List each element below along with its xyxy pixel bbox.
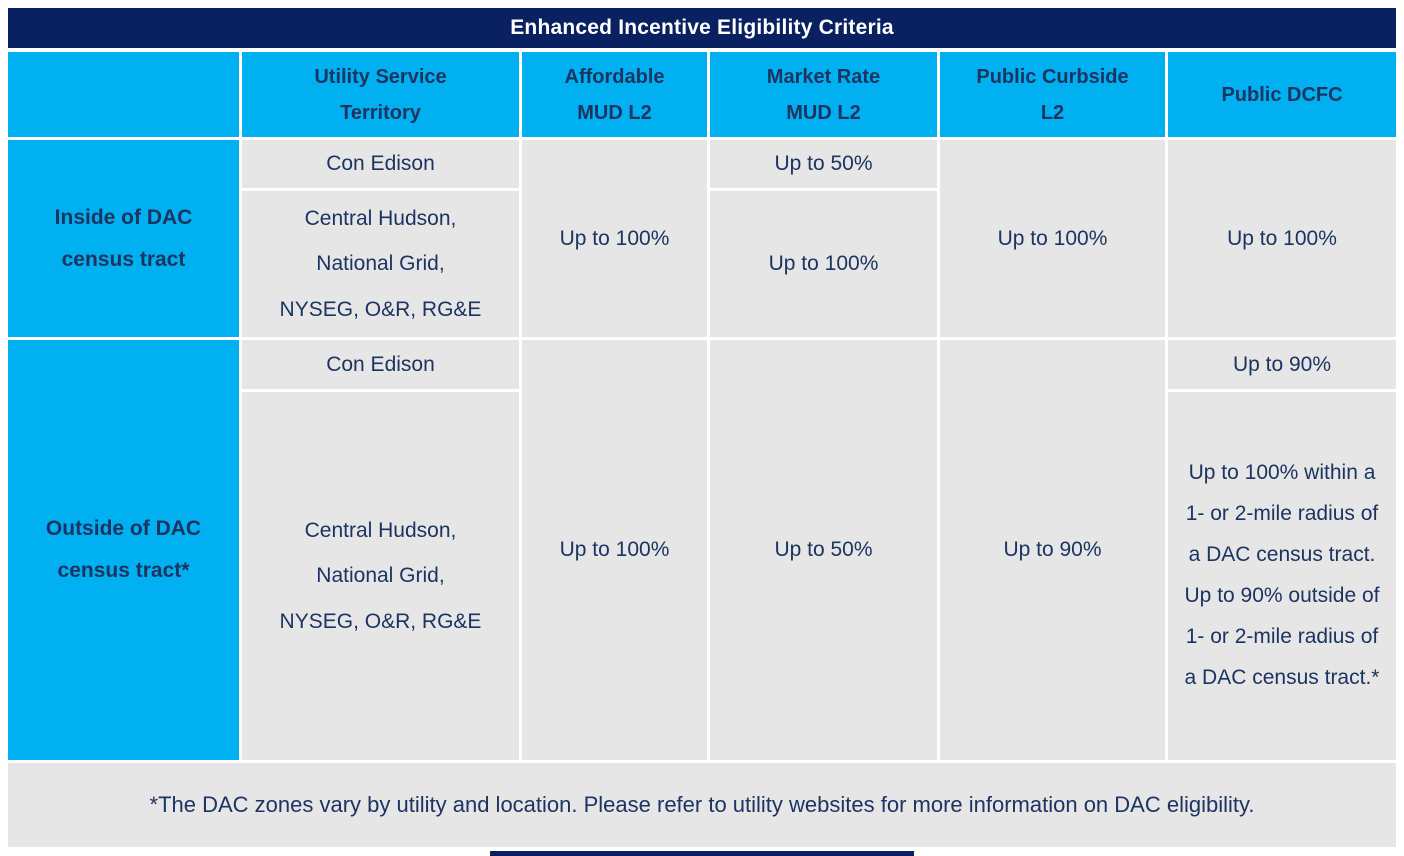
inside-utility-con-edison: Con Edison [242, 140, 519, 188]
eligibility-table: Utility Service Territory Affordable MUD… [8, 52, 1396, 847]
header-market-rate-mud-l2: Market Rate MUD L2 [710, 52, 937, 137]
inside-public-curbside-value: Up to 100% [940, 140, 1165, 337]
outside-affordable-mud-value: Up to 100% [522, 340, 707, 760]
header-affordable-mud-l2: Affordable MUD L2 [522, 52, 707, 137]
outside-utility-others: Central Hudson, National Grid, NYSEG, O&… [242, 392, 519, 760]
header-blank-cell [8, 52, 239, 137]
outside-public-curbside-value: Up to 90% [940, 340, 1165, 760]
header-public-dcfc: Public DCFC [1168, 52, 1396, 137]
header-utility-service-territory: Utility Service Territory [242, 52, 519, 137]
outside-public-dcfc-con-edison-value: Up to 90% [1168, 340, 1396, 389]
bottom-accent-bar [490, 851, 914, 856]
inside-public-dcfc-value: Up to 100% [1168, 140, 1396, 337]
dac-footnote: *The DAC zones vary by utility and locat… [8, 763, 1396, 847]
outside-public-dcfc-others-value: Up to 100% within a 1- or 2-mile radius … [1168, 392, 1396, 760]
outside-market-rate-value: Up to 50% [710, 340, 937, 760]
table-title-bar: Enhanced Incentive Eligibility Criteria [8, 8, 1396, 48]
row-header-outside-dac: Outside of DAC census tract* [8, 340, 239, 760]
inside-affordable-mud-value: Up to 100% [522, 140, 707, 337]
inside-market-rate-others-value: Up to 100% [710, 191, 937, 337]
row-header-inside-dac: Inside of DAC census tract [8, 140, 239, 337]
table-title: Enhanced Incentive Eligibility Criteria [510, 16, 894, 39]
header-public-curbside-l2: Public Curbside L2 [940, 52, 1165, 137]
inside-utility-others: Central Hudson, National Grid, NYSEG, O&… [242, 191, 519, 337]
outside-utility-con-edison: Con Edison [242, 340, 519, 389]
inside-market-rate-con-edison-value: Up to 50% [710, 140, 937, 188]
